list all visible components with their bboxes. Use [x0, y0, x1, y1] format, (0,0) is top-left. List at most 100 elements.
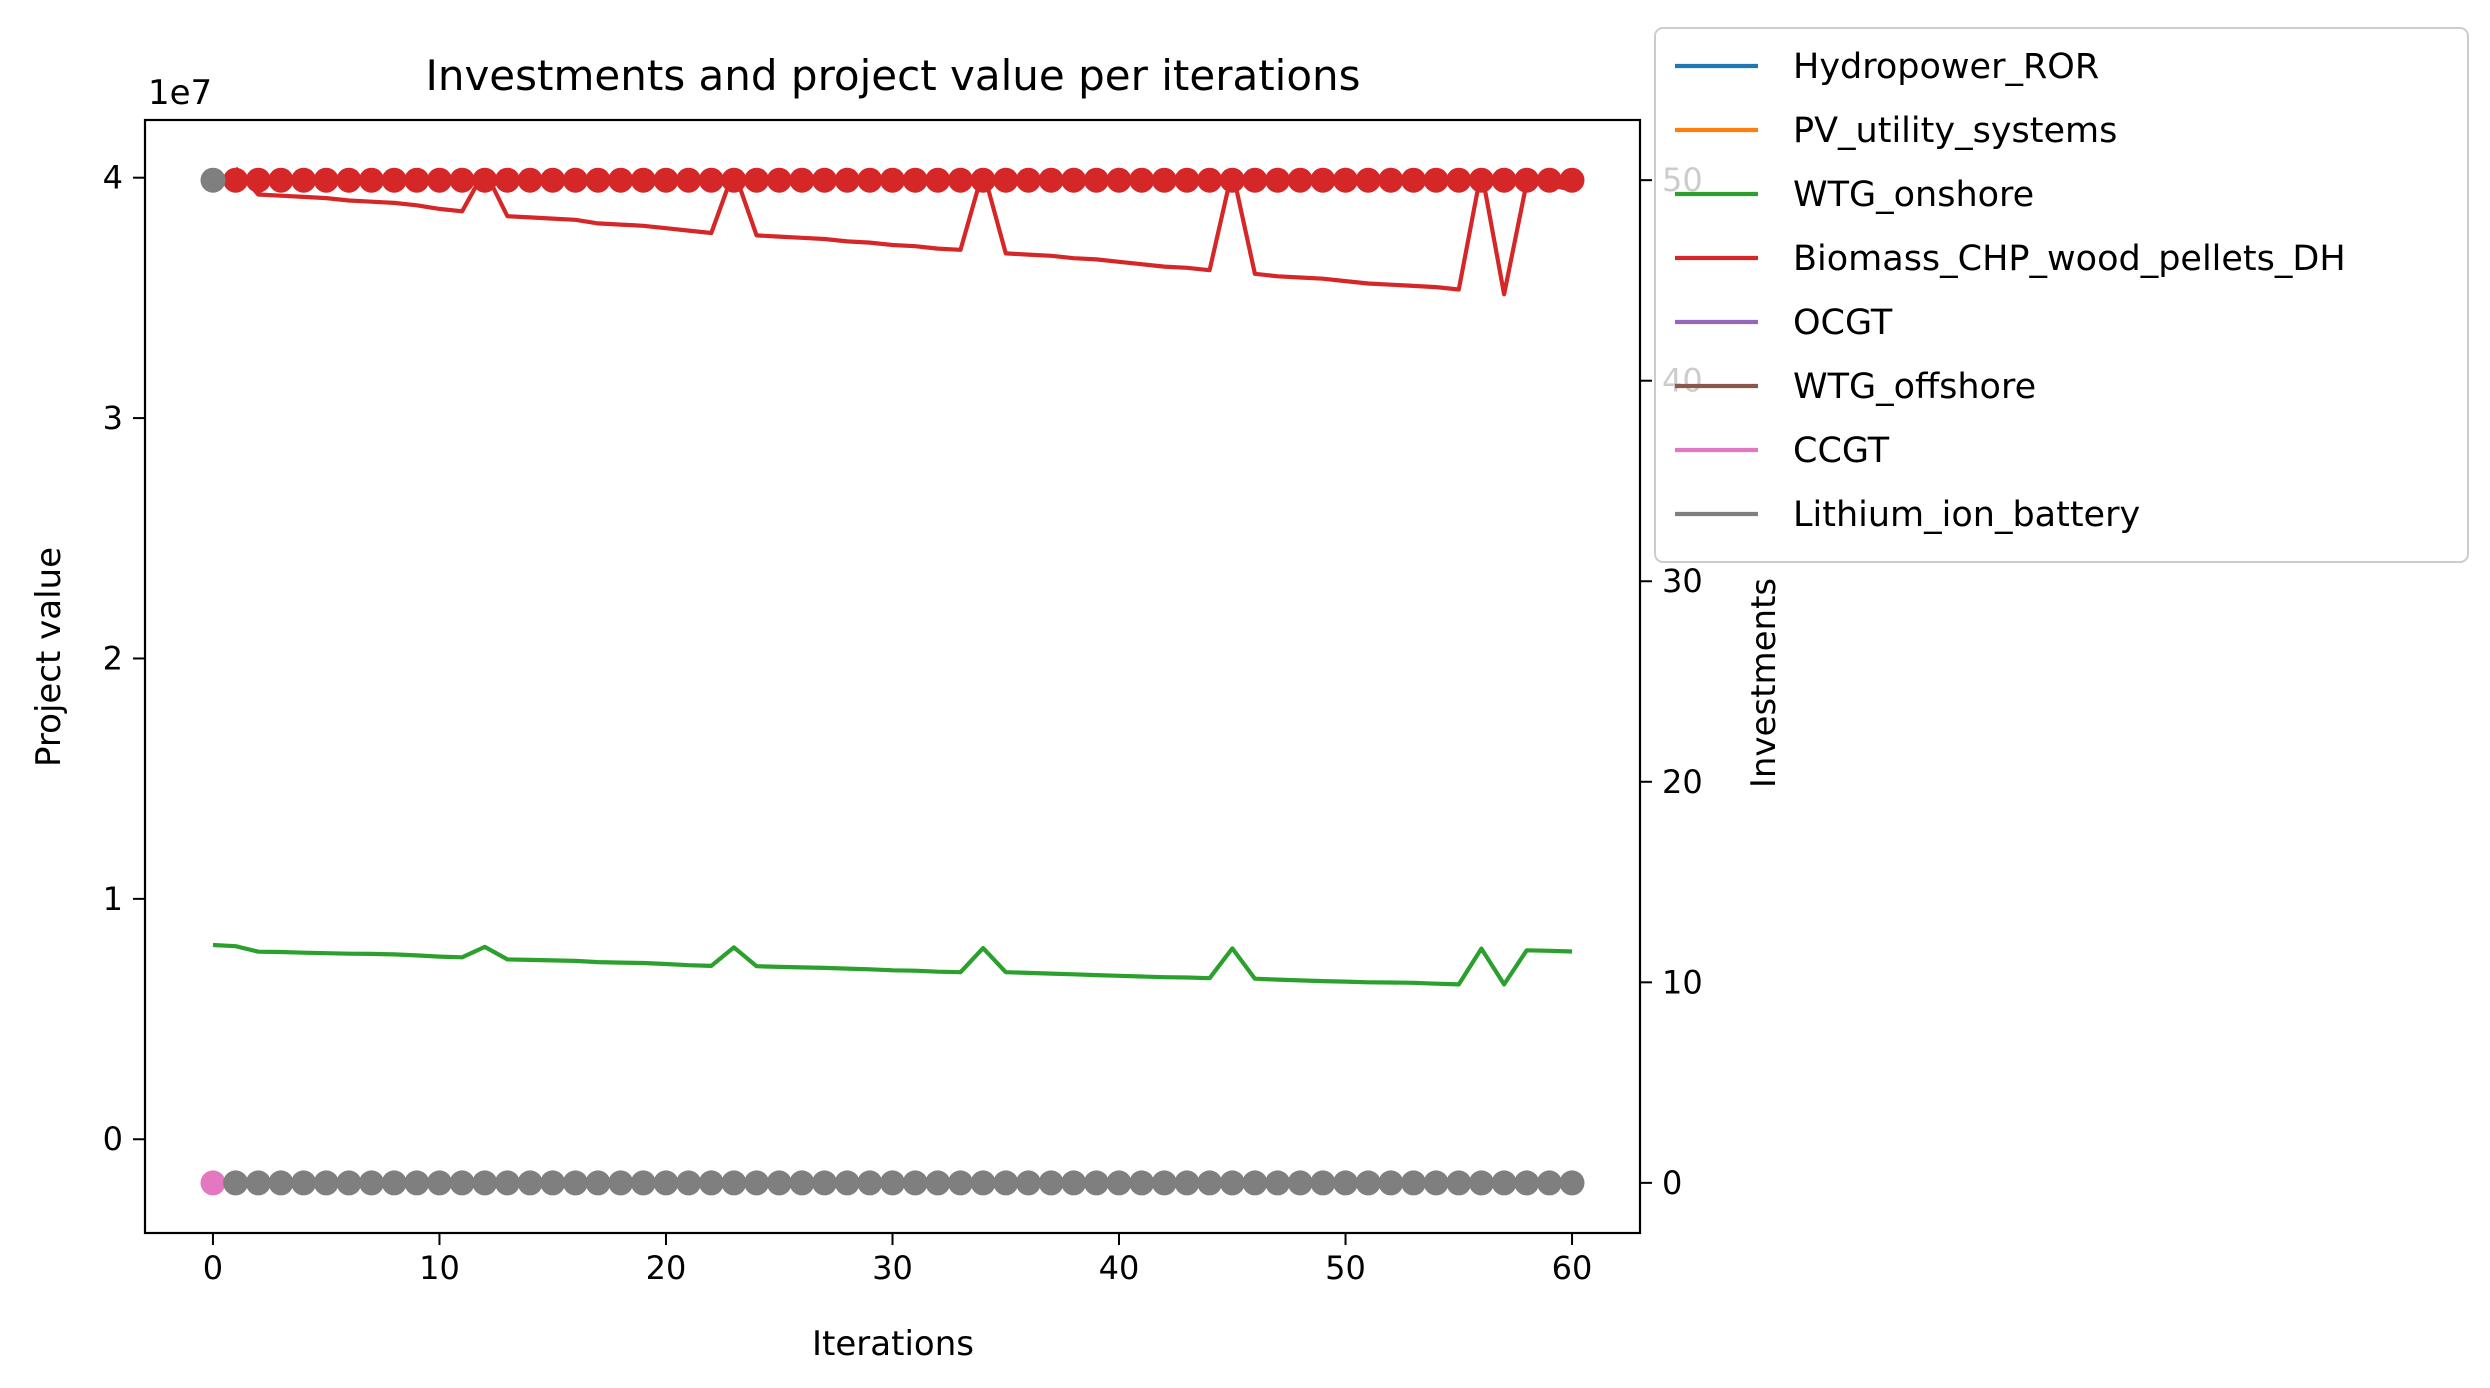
investment-point-Lithium_ion_battery — [1219, 1170, 1245, 1196]
y-tick-label-right: 0 — [1662, 1164, 1682, 1202]
investment-point-Lithium_ion_battery — [766, 1170, 792, 1196]
investment-point-Lithium_ion_battery — [1536, 1170, 1562, 1196]
legend-label: Hydropower_ROR — [1793, 47, 2099, 87]
x-axis-label: Iterations — [812, 1324, 974, 1364]
investment-point-Lithium_ion_battery — [268, 1170, 294, 1196]
investment-point-Lithium_ion_battery — [562, 1170, 588, 1196]
investment-point-Lithium_ion_battery — [472, 1170, 498, 1196]
investment-point-Biomass_CHP_wood_pellets_DH — [223, 167, 249, 193]
plot-area — [200, 166, 1585, 1196]
investment-point-Lithium_ion_battery — [1333, 1170, 1358, 1196]
investment-point-Lithium_ion_battery — [1468, 1170, 1494, 1196]
legend-label: WTG_onshore — [1793, 175, 2034, 215]
investment-point-Biomass_CHP_wood_pellets_DH — [630, 167, 656, 193]
investment-point-Biomass_CHP_wood_pellets_DH — [1061, 167, 1087, 193]
investment-point-Biomass_CHP_wood_pellets_DH — [676, 167, 702, 193]
investment-point-Biomass_CHP_wood_pellets_DH — [925, 167, 951, 193]
investment-point-Biomass_CHP_wood_pellets_DH — [1333, 167, 1358, 193]
investment-point-Lithium_ion_battery — [1083, 1170, 1109, 1196]
investment-point-Lithium_ion_battery — [291, 1170, 317, 1196]
investment-point-Biomass_CHP_wood_pellets_DH — [857, 167, 883, 193]
investment-point-Lithium_ion_battery — [1559, 1170, 1585, 1196]
investment-point-Biomass_CHP_wood_pellets_DH — [1197, 167, 1223, 193]
legend: Hydropower_ROR PV_utility_systems WTG_onsh… — [1654, 27, 2469, 563]
investment-point-Lithium_ion_battery — [1197, 1170, 1223, 1196]
y-axis-label-right: Investments — [1744, 578, 1784, 788]
investment-point-Lithium_ion_battery — [857, 1170, 883, 1196]
investment-point-Lithium_ion_battery — [1151, 1170, 1177, 1196]
investment-point-Biomass_CHP_wood_pellets_DH — [1219, 167, 1245, 193]
project-value-line-Biomass_CHP_wood_pellets_DH — [234, 166, 1573, 297]
investment-point-Lithium_ion_battery — [1378, 1170, 1404, 1196]
investment-point-Biomass_CHP_wood_pellets_DH — [585, 167, 611, 193]
investment-point-Lithium_ion_battery — [630, 1170, 656, 1196]
investment-point-Lithium_ion_battery — [1242, 1170, 1268, 1196]
investment-point-Biomass_CHP_wood_pellets_DH — [1378, 167, 1404, 193]
investment-point-Biomass_CHP_wood_pellets_DH — [1129, 167, 1155, 193]
investment-point-Lithium_ion_battery — [223, 1170, 249, 1196]
investment-point-Lithium_ion_battery — [449, 1170, 475, 1196]
legend-label: OCGT — [1793, 303, 1893, 343]
investment-point-Biomass_CHP_wood_pellets_DH — [1038, 167, 1064, 193]
investment-point-Biomass_CHP_wood_pellets_DH — [404, 167, 430, 193]
investment-point-Biomass_CHP_wood_pellets_DH — [517, 167, 543, 193]
investment-point-Lithium_ion_battery — [993, 1170, 1019, 1196]
investment-point-CCGT — [200, 1170, 226, 1196]
investment-point-Biomass_CHP_wood_pellets_DH — [948, 167, 973, 193]
investment-point-Lithium_ion_battery — [698, 1170, 724, 1196]
investment-point-Lithium_ion_battery — [1015, 1170, 1041, 1196]
investment-point-Biomass_CHP_wood_pellets_DH — [1083, 167, 1109, 193]
investment-point-Lithium_ion_battery — [880, 1170, 905, 1196]
investment-point-Biomass_CHP_wood_pellets_DH — [427, 167, 452, 193]
investment-point-Lithium_ion_battery — [494, 1170, 520, 1196]
legend-label: CCGT — [1793, 431, 1890, 471]
investment-point-Lithium_ion_battery — [1355, 1170, 1381, 1196]
investment-point-Lithium_ion_battery — [653, 1170, 679, 1196]
investment-point-Lithium_ion_battery — [925, 1170, 951, 1196]
investment-point-Biomass_CHP_wood_pellets_DH — [766, 167, 792, 193]
investment-point-Lithium_ion_battery — [245, 1170, 271, 1196]
investment-point-Biomass_CHP_wood_pellets_DH — [608, 167, 634, 193]
investment-point-Biomass_CHP_wood_pellets_DH — [993, 167, 1019, 193]
investment-point-Biomass_CHP_wood_pellets_DH — [291, 167, 317, 193]
investment-point-Biomass_CHP_wood_pellets_DH — [449, 167, 475, 193]
investment-point-Lithium_ion_battery — [540, 1170, 566, 1196]
investment-point-Lithium_ion_battery — [1174, 1170, 1200, 1196]
investment-point-Biomass_CHP_wood_pellets_DH — [1265, 167, 1291, 193]
investment-point-Lithium_ion_battery — [517, 1170, 543, 1196]
investment-point-Lithium_ion_battery — [812, 1170, 837, 1196]
investment-point-Lithium_ion_battery — [381, 1170, 407, 1196]
investment-point-Lithium_ion_battery — [948, 1170, 973, 1196]
investment-point-Lithium_ion_battery — [1401, 1170, 1426, 1196]
investment-point-Biomass_CHP_wood_pellets_DH — [245, 167, 271, 193]
investment-point-Biomass_CHP_wood_pellets_DH — [1355, 167, 1381, 193]
investment-point-Biomass_CHP_wood_pellets_DH — [1401, 167, 1426, 193]
investment-point-Lithium_ion_battery — [1265, 1170, 1291, 1196]
investment-point-Lithium_ion_battery — [676, 1170, 702, 1196]
investment-point-Biomass_CHP_wood_pellets_DH — [381, 167, 407, 193]
investment-point-Lithium_ion_battery — [1446, 1170, 1472, 1196]
investment-point-Biomass_CHP_wood_pellets_DH — [902, 167, 928, 193]
investment-point-Biomass_CHP_wood_pellets_DH — [1174, 167, 1200, 193]
investment-point-Lithium_ion_battery — [1106, 1170, 1132, 1196]
investment-point-Lithium_ion_battery — [970, 1170, 996, 1196]
investment-point-Lithium_ion_battery — [1514, 1170, 1540, 1196]
investment-point-Biomass_CHP_wood_pellets_DH — [970, 167, 996, 193]
y-tick-label-left: 1 — [103, 880, 123, 918]
x-tick-label: 40 — [1099, 1249, 1140, 1287]
y-tick-label-left: 2 — [103, 639, 123, 677]
investment-point-Lithium_ion_battery — [789, 1170, 815, 1196]
investment-point-Biomass_CHP_wood_pellets_DH — [359, 167, 384, 193]
investment-point-Lithium_ion_battery — [1287, 1170, 1313, 1196]
investment-point-Biomass_CHP_wood_pellets_DH — [744, 167, 770, 193]
legend-label: WTG_offshore — [1793, 367, 2036, 407]
investment-point-Biomass_CHP_wood_pellets_DH — [1446, 167, 1472, 193]
investment-point-Biomass_CHP_wood_pellets_DH — [1287, 167, 1313, 193]
investment-point-Lithium_ion_battery — [1038, 1170, 1064, 1196]
chart-title: Investments and project value per iterat… — [425, 51, 1360, 100]
investment-point-Lithium_ion_battery — [200, 167, 226, 193]
investment-point-Biomass_CHP_wood_pellets_DH — [1242, 167, 1268, 193]
investment-point-Biomass_CHP_wood_pellets_DH — [721, 167, 747, 193]
x-tick-label: 30 — [872, 1249, 913, 1287]
investment-point-Biomass_CHP_wood_pellets_DH — [494, 167, 520, 193]
